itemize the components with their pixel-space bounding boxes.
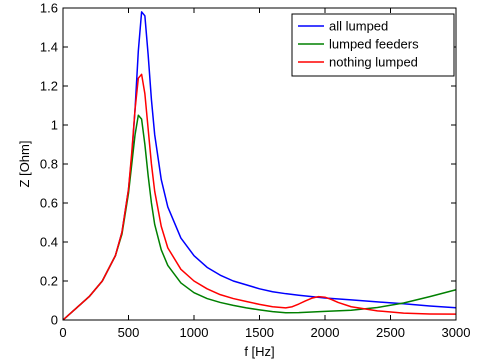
legend: all lumped lumped feeders nothing lumped (291, 13, 455, 77)
y-axis-label: Z [Ohm] (17, 141, 32, 188)
legend-label-1: lumped feeders (329, 37, 419, 52)
series-layer (62, 11, 457, 321)
x-tick-label: 0 (59, 325, 66, 340)
y-tick-label: 0.6 (40, 196, 58, 211)
ticks-layer: 0 500 1000 1500 2000 2500 3000 0 0.2 0.4 0.6 0.8 1 1.… (40, 1, 471, 341)
series-line-2 (62, 73, 457, 321)
y-tick-label: 1.4 (40, 40, 58, 55)
y-tick-label: 1.6 (40, 1, 58, 16)
y-tick-label: 0.2 (40, 274, 58, 289)
legend-label-0: all lumped (329, 19, 388, 34)
legend-label-2: nothing lumped (329, 55, 418, 70)
y-tick-label: 1.2 (40, 79, 58, 94)
y-tick-label: 0.4 (40, 235, 58, 250)
x-tick-label: 500 (118, 325, 140, 340)
x-tick-label: 2000 (311, 325, 340, 340)
x-axis-label: f [Hz] (244, 344, 274, 359)
legend-box (291, 13, 455, 77)
x-tick-label: 1000 (180, 325, 209, 340)
y-tick-label: 0 (51, 313, 58, 328)
y-tick-label: 0.8 (40, 157, 58, 172)
x-tick-label: 1500 (245, 325, 274, 340)
x-tick-label: 3000 (442, 325, 471, 340)
y-tick-label: 1 (51, 118, 58, 133)
x-tick-label: 2500 (376, 325, 405, 340)
